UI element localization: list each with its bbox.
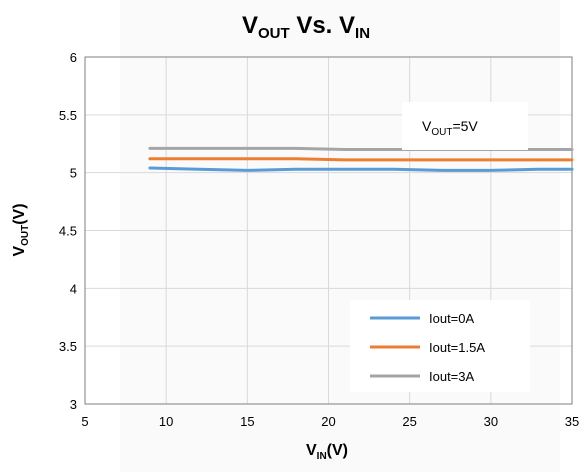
chart-title: VOUT Vs. VIN — [242, 12, 370, 42]
legend-label: Iout=1.5A — [429, 340, 485, 355]
y-tick-label: 5 — [70, 166, 77, 181]
x-axis-ticks: 5 10 15 20 25 30 35 — [81, 414, 579, 429]
plot-area-frame — [84, 56, 573, 405]
svg-text:VOUT=5V: VOUT=5V — [422, 118, 478, 138]
y-axis-title: VOUT(V) — [11, 203, 31, 256]
x-tick-label: 25 — [402, 414, 416, 429]
x-tick-label: 10 — [159, 414, 173, 429]
x-tick-label: 20 — [321, 414, 335, 429]
y-tick-label: 3 — [70, 397, 77, 412]
watermark — [120, 0, 560, 472]
y-axis-ticks: 3 3.5 4 4.5 5 5.5 6 — [59, 50, 77, 412]
y-tick-label: 4.5 — [59, 224, 77, 239]
legend-label: Iout=3A — [429, 369, 475, 384]
y-tick-label: 5.5 — [59, 108, 77, 123]
x-tick-label: 15 — [240, 414, 254, 429]
vout-annotation: VOUT=5V — [402, 102, 528, 150]
x-axis-title: VIN(V) — [306, 442, 348, 462]
x-tick-label: 30 — [484, 414, 498, 429]
series-line-2 — [148, 157, 574, 162]
y-tick-label: 4 — [70, 281, 77, 296]
x-tick-label: 5 — [81, 414, 88, 429]
legend: Iout=0A Iout=1.5A Iout=3A — [350, 300, 530, 392]
series-line-1 — [148, 166, 574, 172]
x-tick-label: 35 — [565, 414, 579, 429]
y-tick-label: 3.5 — [59, 339, 77, 354]
y-tick-label: 6 — [70, 50, 77, 65]
legend-label: Iout=0A — [429, 311, 475, 326]
